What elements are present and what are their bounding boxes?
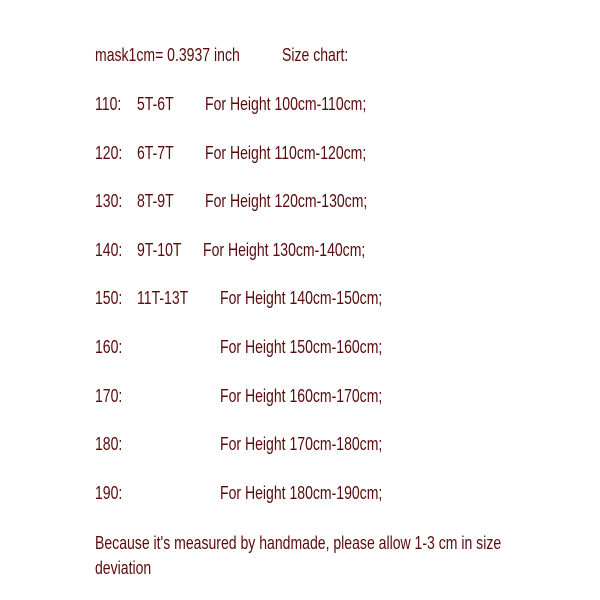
size-chart-title: Size chart: <box>282 45 349 65</box>
note-line-2: deviation <box>95 558 152 578</box>
row-size: 150: <box>95 288 123 309</box>
conversion-text: mask1cm= 0.3937 inch <box>95 45 240 65</box>
row-size: 140: <box>95 239 123 260</box>
row-height: For Height 150cm-160cm; <box>220 337 383 357</box>
row-size: 180: <box>95 434 123 455</box>
row-height: For Height 130cm-140cm; <box>203 239 366 260</box>
row-age: 9T-10T <box>137 239 182 260</box>
row-height: For Height 170cm-180cm; <box>220 434 383 455</box>
row-size: 170: <box>95 385 123 406</box>
note-line-1: Because it's measured by handmade, pleas… <box>95 533 502 553</box>
row-height: For Height 120cm-130cm; <box>205 191 368 212</box>
row-height: For Height 100cm-110cm; <box>205 94 367 114</box>
row-height: For Height 110cm-120cm; <box>205 142 367 163</box>
row-height: For Height 160cm-170cm; <box>220 385 383 406</box>
row-age: 11T-13T <box>137 288 189 309</box>
row-age: 5T-6T <box>137 94 174 114</box>
row-size: 120: <box>95 142 123 163</box>
row-size: 110: <box>95 94 122 114</box>
row-age: 6T-7T <box>137 142 174 163</box>
row-height: For Height 140cm-150cm; <box>220 288 383 309</box>
row-height: For Height 180cm-190cm; <box>220 482 383 503</box>
row-size: 190: <box>95 482 123 503</box>
row-size: 160: <box>95 337 123 357</box>
row-size: 130: <box>95 191 123 212</box>
row-age: 8T-9T <box>137 191 174 212</box>
